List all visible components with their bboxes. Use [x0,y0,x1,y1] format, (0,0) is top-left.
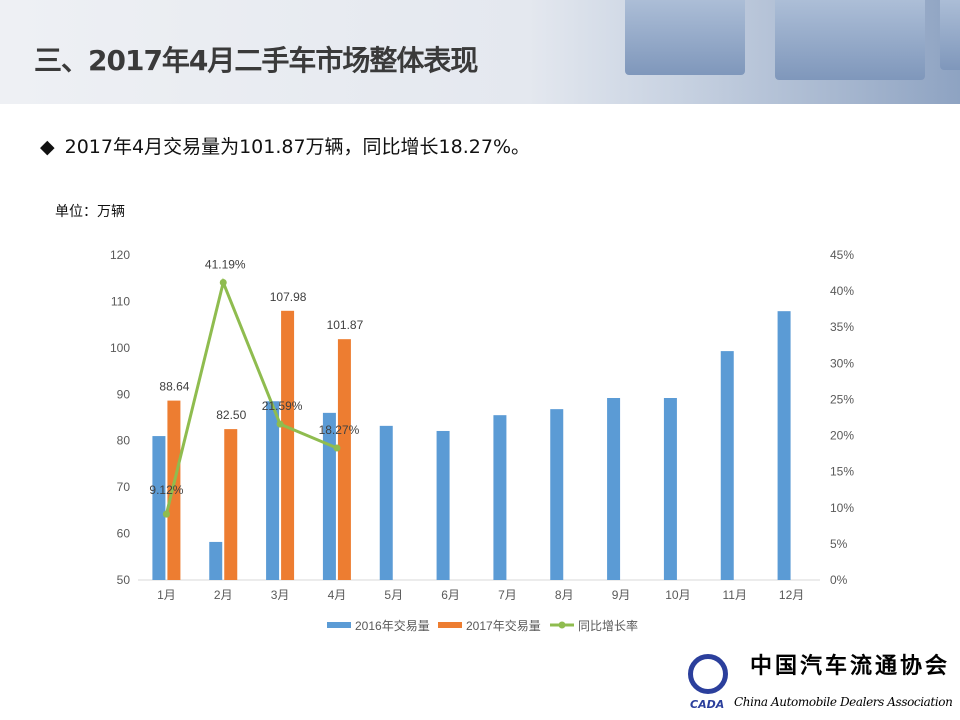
y-right-tick-label: 5% [830,537,848,551]
x-tick-label: 10月 [665,588,690,602]
bar-2016 [550,409,564,580]
x-tick-label: 4月 [328,588,347,602]
logo-abbr: CADA [690,698,725,711]
bar-2016 [493,415,507,580]
y-left-tick-label: 50 [117,573,131,587]
bar-2017 [167,400,181,580]
bar-2016 [663,398,677,580]
growth-rate-line [164,277,338,515]
bar-2016 [322,412,336,580]
header-banner: 三、2017年4月二手车市场整体表现 [0,0,960,104]
logo-cn: 中国汽车流通协会 [750,653,951,679]
x-tick-label: 11月 [723,588,747,602]
cada-logo: CADA 中国汽车流通协会 China Automobile Dealers A… [684,650,960,720]
legend-swatch [438,622,462,628]
y-right-tick-label: 15% [830,465,854,479]
y-right-tick-label: 10% [830,501,854,515]
growth-rate-point [333,444,341,452]
x-tick-label: 2月 [214,588,233,602]
bar-2016 [720,351,734,580]
y-right-tick-label: 30% [830,356,854,370]
bar-2016 [379,425,393,580]
x-tick-label: 5月 [384,588,403,602]
y-left-tick-label: 60 [117,527,131,541]
decorative-cube [625,0,745,75]
bar-2017 [224,429,238,580]
decorative-cube [775,0,925,80]
y-left-tick-label: 110 [111,294,130,308]
bar-2017 [337,339,351,580]
x-tick-label: 12月 [779,588,804,602]
legend-swatch-marker [558,621,566,629]
y-right-tick-label: 40% [830,284,854,298]
page-title: 三、2017年4月二手车市场整体表现 [34,44,478,77]
x-tick-label: 6月 [441,588,460,602]
y-left-tick-label: 90 [117,387,131,401]
decorative-cube [940,0,960,70]
summary-text: 2017年4月交易量为101.87万辆，同比增长18.27%。 [64,136,530,158]
growth-rate-point [219,279,227,287]
x-tick-label: 3月 [271,588,290,602]
x-tick-label: 1月 [157,588,176,602]
bar-2016 [266,401,280,580]
growth-rate-point [276,420,284,428]
y-left-tick-label: 70 [117,480,131,494]
x-tick-label: 7月 [498,588,517,602]
growth-rate-data-label: 18.27% [319,423,360,437]
y-right-tick-label: 20% [830,429,854,443]
y-right-tick-label: 25% [830,392,854,406]
x-tick-label: 9月 [612,588,631,602]
summary-bullet: ◆ 2017年4月交易量为101.87万辆，同比增长18.27%。 [40,135,530,159]
growth-rate-point [162,510,170,518]
y-left-tick-label: 80 [117,434,131,448]
growth-rate-data-label: 9.12% [149,483,183,497]
bar-2016 [777,311,791,580]
bar-2017-data-label: 107.98 [270,290,307,304]
growth-rate-data-label: 21.59% [262,399,303,413]
x-tick-label: 8月 [555,588,574,602]
bar-2017-data-label: 101.87 [327,318,364,332]
y-left-tick-label: 120 [110,248,130,262]
bar-2016 [152,436,166,580]
bar-2017-data-label: 82.50 [216,408,246,422]
bar-2016 [607,398,621,580]
bar-2017 [281,310,295,580]
growth-rate-data-label: 41.19% [205,258,246,272]
legend-label: 2017年交易量 [466,618,541,633]
bar-2016 [209,541,223,580]
bar-2016 [436,430,450,580]
legend-label: 同比增长率 [578,618,638,633]
diamond-icon: ◆ [40,136,55,158]
logo-mark-icon [688,654,728,694]
legend-swatch [327,622,351,628]
bar-2017-data-label: 88.64 [159,380,189,394]
unit-label: 单位：万辆 [55,204,125,220]
y-right-tick-label: 45% [830,248,854,262]
legend-label: 2016年交易量 [355,618,430,633]
y-left-tick-label: 100 [110,341,130,355]
logo-en: China Automobile Dealers Association [734,695,953,709]
y-right-tick-label: 35% [830,320,854,334]
y-right-tick-label: 0% [830,573,848,587]
